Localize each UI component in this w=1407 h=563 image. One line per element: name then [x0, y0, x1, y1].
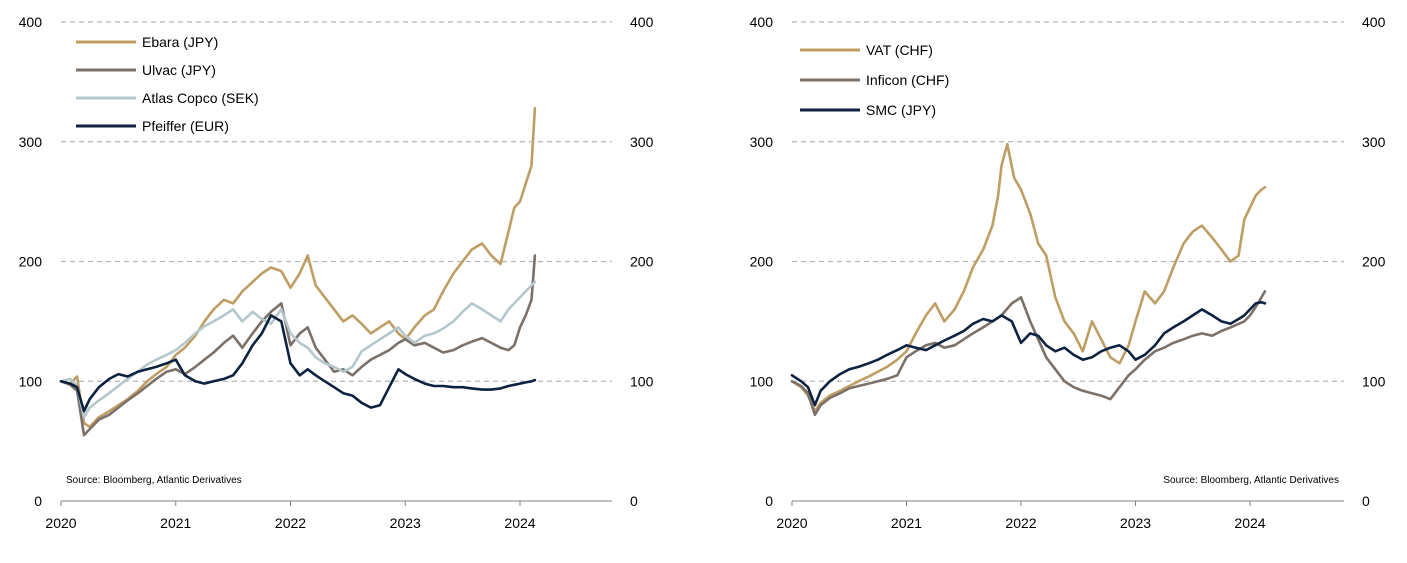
- y-tick-left-300: 300: [750, 134, 774, 150]
- series-line-pfeiffer-eur: [59, 314, 537, 413]
- y-tick-right-0: 0: [630, 493, 638, 509]
- y-tick-left-400: 400: [19, 14, 43, 30]
- x-tick-2024: 2024: [1234, 515, 1265, 531]
- legend-label-pfeiffer-eur: Pfeiffer (EUR): [142, 118, 229, 134]
- y-tick-right-200: 200: [630, 254, 654, 270]
- x-tick-2023: 2023: [390, 515, 421, 531]
- y-tick-left-400: 400: [750, 14, 774, 30]
- y-tick-left-0: 0: [765, 493, 773, 509]
- series-line-smc-jpy: [790, 300, 1267, 407]
- legend-label-inficon-chf: Inficon (CHF): [866, 72, 949, 88]
- legend-label-smc-jpy: SMC (JPY): [866, 102, 936, 118]
- series-line-inficon-chf: [790, 290, 1267, 417]
- y-tick-right-300: 300: [630, 134, 654, 150]
- legend-label-ebara-jpy: Ebara (JPY): [142, 34, 218, 50]
- y-tick-left-100: 100: [19, 373, 43, 389]
- y-tick-right-300: 300: [1362, 134, 1386, 150]
- y-tick-right-400: 400: [630, 14, 654, 30]
- y-tick-left-300: 300: [19, 134, 43, 150]
- y-tick-right-400: 400: [1362, 14, 1386, 30]
- chart-right: 0 100 200 300 400 0 100 200 300 400 2020 2021 2022 20…: [750, 14, 1386, 531]
- y-tick-right-200: 200: [1362, 254, 1386, 270]
- source-note: Source: Bloomberg, Atlantic Derivatives: [66, 475, 242, 486]
- y-tick-left-200: 200: [750, 254, 774, 270]
- series-line-ulvac-jpy: [59, 254, 537, 437]
- legend-label-vat-chf: VAT (CHF): [866, 42, 933, 58]
- x-tick-2023: 2023: [1120, 515, 1151, 531]
- x-tick-2021: 2021: [891, 515, 922, 531]
- y-tick-right-0: 0: [1362, 493, 1370, 509]
- source-note: Source: Bloomberg, Atlantic Derivatives: [1163, 475, 1339, 486]
- x-tick-2020: 2020: [45, 515, 76, 531]
- x-tick-2020: 2020: [776, 515, 807, 531]
- legend-label-atlas-copco-sek: Atlas Copco (SEK): [142, 90, 259, 106]
- x-tick-2022: 2022: [275, 515, 306, 531]
- legend-label-ulvac-jpy: Ulvac (JPY): [142, 62, 216, 78]
- x-tick-2022: 2022: [1005, 515, 1036, 531]
- y-tick-right-100: 100: [630, 373, 654, 389]
- y-tick-right-100: 100: [1362, 373, 1386, 389]
- series-line-ebara-jpy: [59, 106, 537, 429]
- y-tick-left-200: 200: [19, 254, 43, 270]
- y-tick-left-100: 100: [750, 373, 774, 389]
- y-tick-left-0: 0: [34, 493, 42, 509]
- chart-left: 0 100 200 300 400 0 100 200 300 400 2020 2021 2022 20…: [19, 14, 654, 531]
- x-tick-2024: 2024: [504, 515, 535, 531]
- x-tick-2021: 2021: [160, 515, 191, 531]
- series-line-vat-chf: [790, 142, 1267, 413]
